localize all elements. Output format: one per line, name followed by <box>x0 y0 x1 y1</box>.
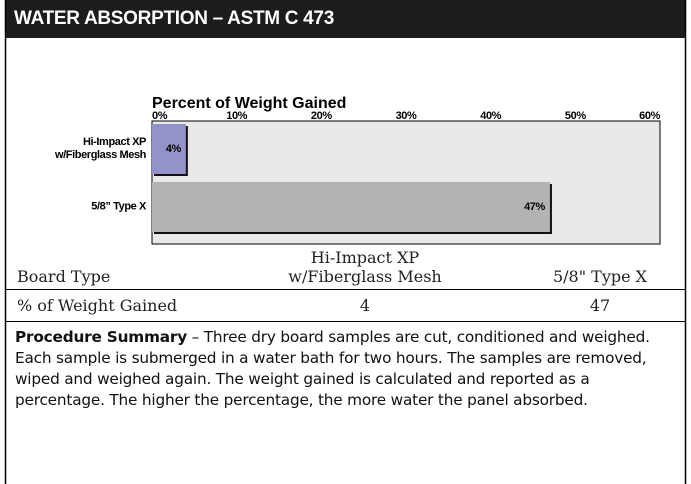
header-bar <box>5 0 686 38</box>
table-header-cell: 5/8" Type X <box>552 267 648 286</box>
procedure-summary: Procedure Summary – Three dry board samp… <box>15 327 679 411</box>
y-tick-label: Hi-Impact XP w/Fiberglass Mesh <box>54 136 146 161</box>
table-header-cell: Hi-Impact XP w/Fiberglass Mesh <box>288 248 442 286</box>
x-tick-label: 50% <box>565 110 586 122</box>
x-tick-label: 40% <box>480 110 501 122</box>
procedure-heading: Procedure Summary <box>15 328 188 346</box>
procedure-text: – Three dry board samples are cut, condi… <box>15 328 650 409</box>
x-tick-label: 60% <box>639 110 660 122</box>
table-cell: % of Weight Gained <box>17 296 178 315</box>
header-title: WATER ABSORPTION – ASTM C 473 <box>14 8 334 29</box>
table-cell: 4 <box>359 296 371 315</box>
data-label: 4% <box>166 143 182 155</box>
x-tick-label: 30% <box>396 110 417 122</box>
table-cell: 47 <box>589 296 611 315</box>
y-tick-label: 5/8” Type X <box>91 200 146 213</box>
bar <box>152 124 186 174</box>
x-tick-label: 0% <box>152 110 168 122</box>
bar <box>152 182 550 232</box>
x-tick-label: 10% <box>226 110 247 122</box>
data-label: 47% <box>524 201 545 213</box>
table-header-cell: Board Type <box>17 267 111 286</box>
x-tick-label: 20% <box>311 110 332 122</box>
chart-title: Percent of Weight Gained <box>152 95 346 112</box>
